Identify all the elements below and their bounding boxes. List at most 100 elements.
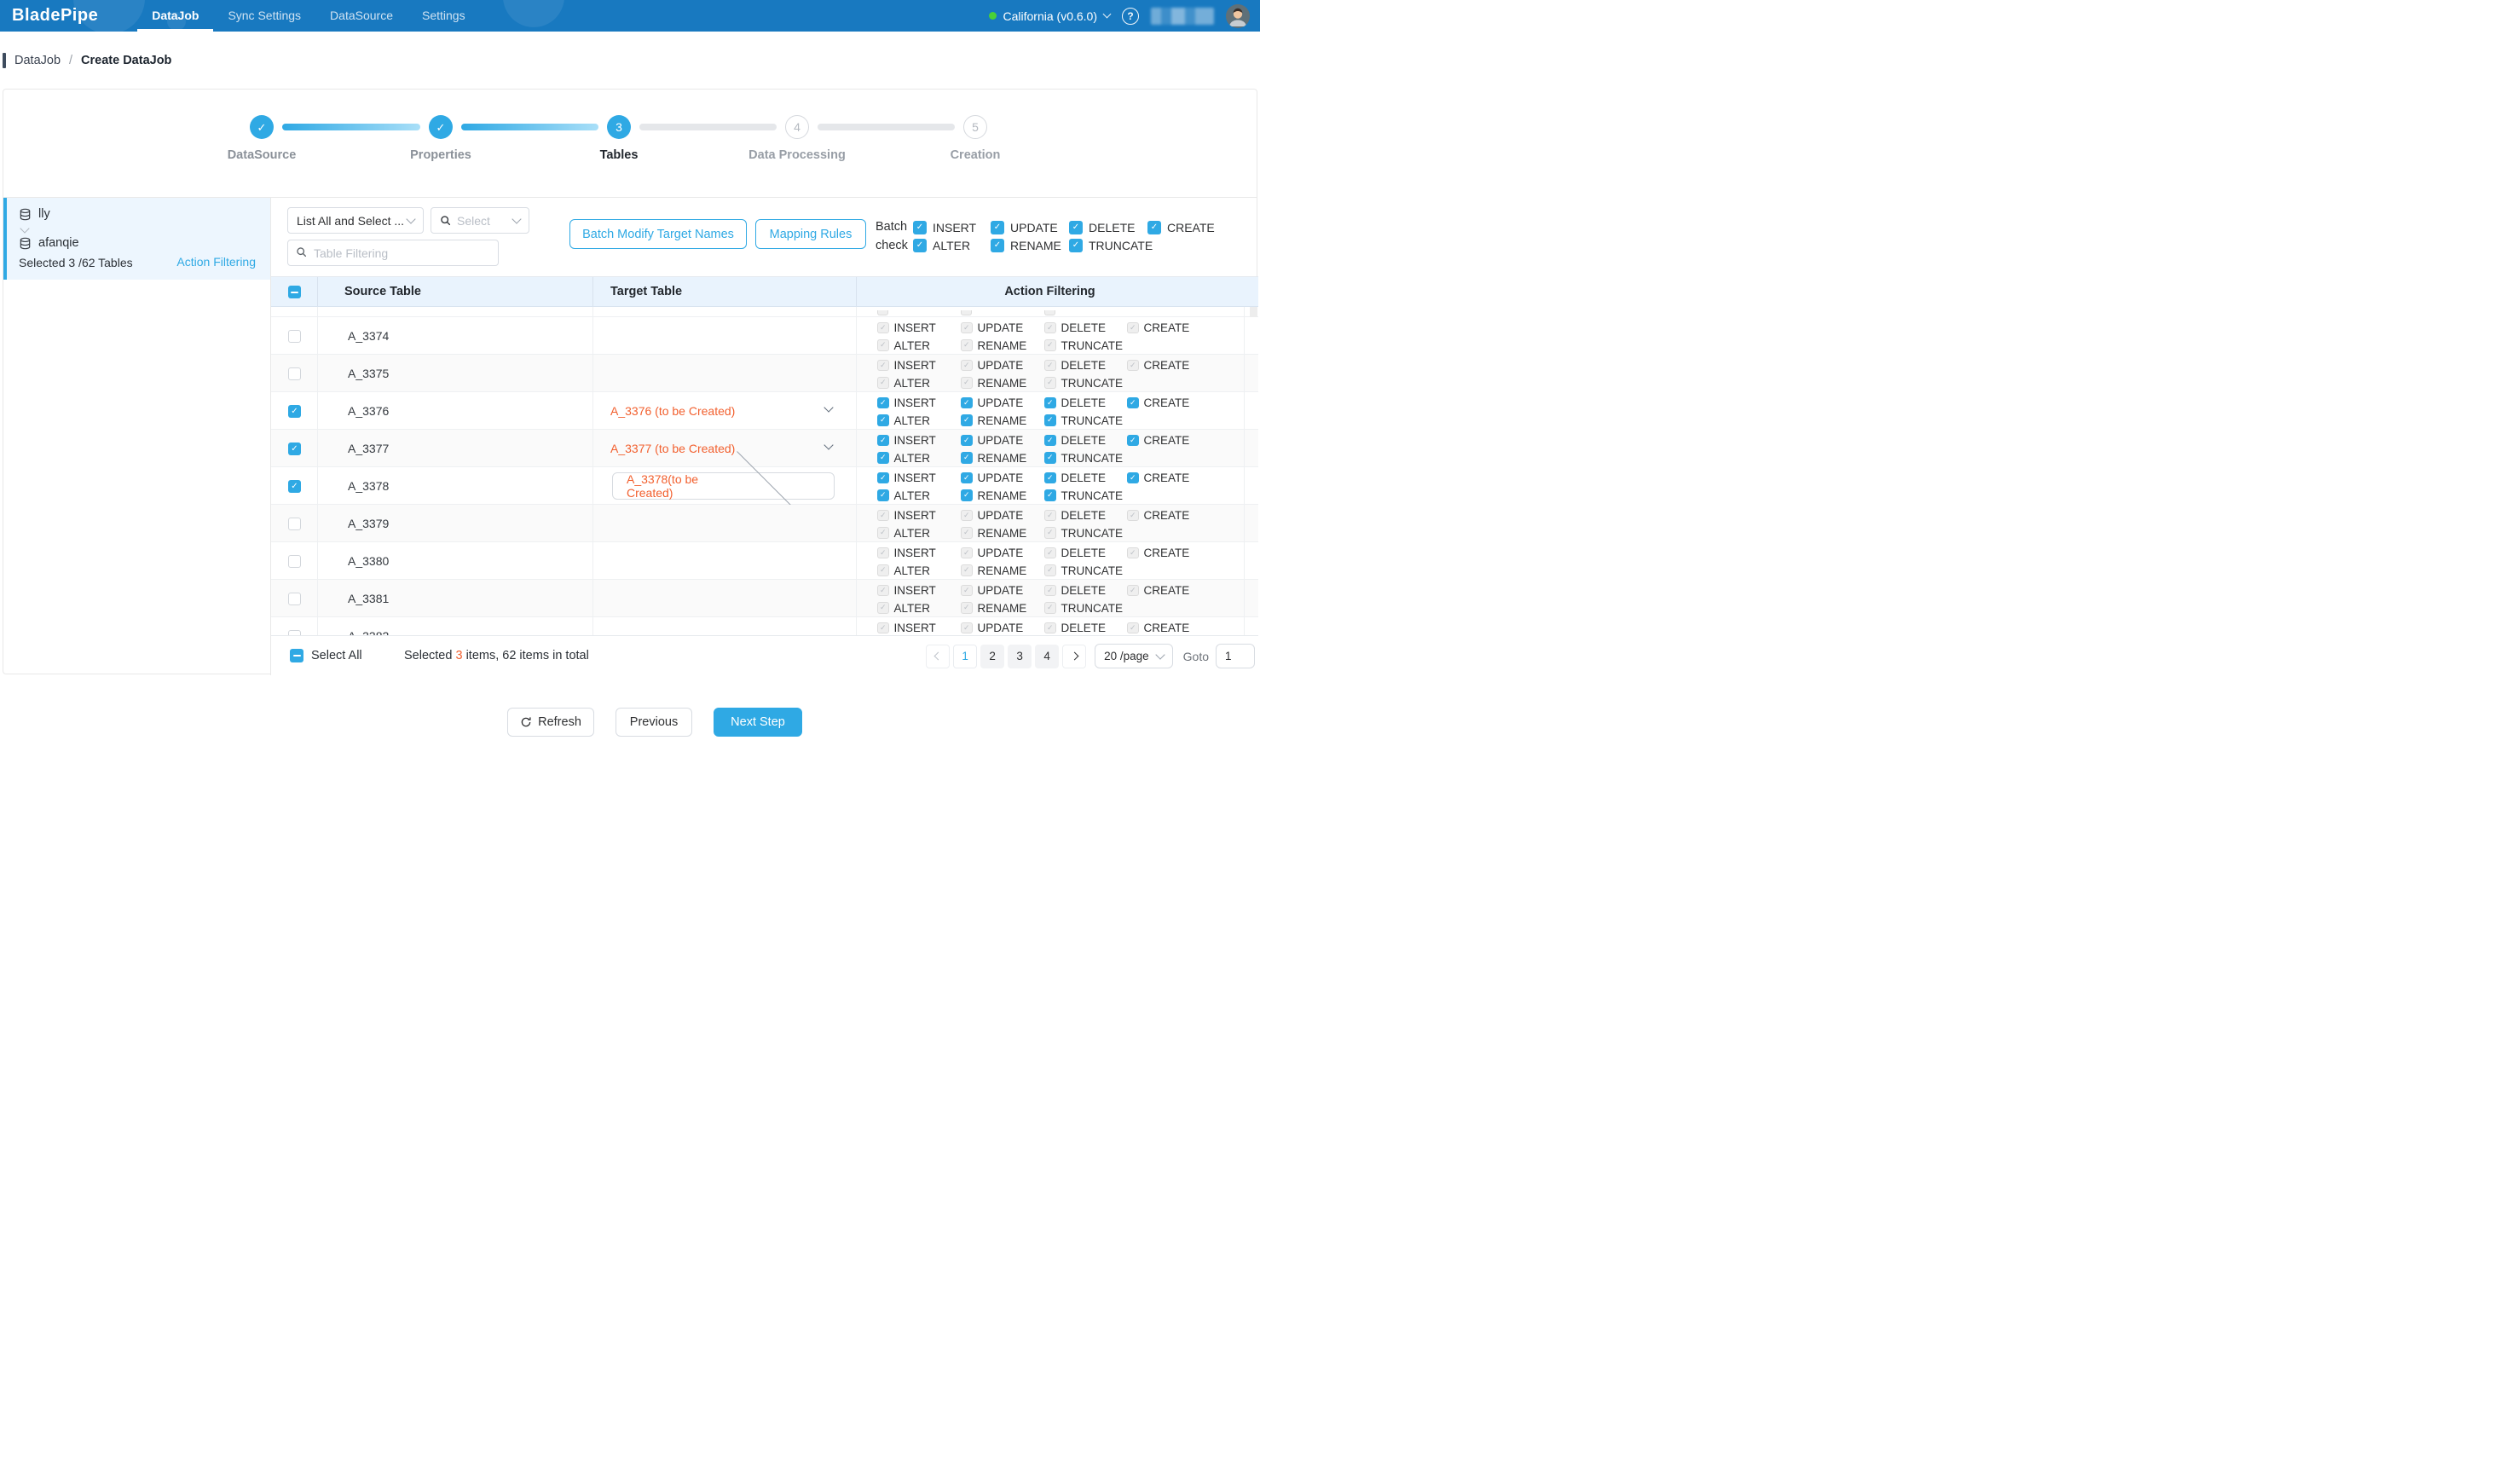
row-action-insert: INSERT xyxy=(877,471,936,484)
nav-tab-sync-settings[interactable]: Sync Settings xyxy=(213,0,315,32)
row-action-label: RENAME xyxy=(978,452,1027,465)
row-action-checkbox-create xyxy=(1127,322,1139,334)
row-select-checkbox[interactable] xyxy=(288,480,301,493)
goto-page-input[interactable] xyxy=(1216,644,1255,668)
row-action-create: CREATE xyxy=(1127,547,1189,559)
row-action-update: UPDATE xyxy=(961,509,1023,522)
next-step-button[interactable]: Next Step xyxy=(714,708,802,737)
breadcrumb-section[interactable]: DataJob xyxy=(14,54,61,67)
column-divider xyxy=(317,307,318,635)
row-action-alter: ALTER xyxy=(877,377,930,390)
source-table-name: A_3374 xyxy=(348,317,389,355)
select-all-header-checkbox[interactable] xyxy=(288,286,301,298)
row-select-checkbox[interactable] xyxy=(288,367,301,380)
row-action-truncate: TRUNCATE xyxy=(1044,414,1123,427)
row-select-checkbox[interactable] xyxy=(288,518,301,530)
batch-check-checkbox-alter[interactable] xyxy=(913,239,927,252)
mapping-rules-button[interactable]: Mapping Rules xyxy=(755,219,866,249)
row-action-checkbox-delete[interactable] xyxy=(1044,435,1056,447)
row-action-checkbox-create[interactable] xyxy=(1127,472,1139,484)
column-select[interactable]: Select xyxy=(431,207,529,234)
row-action-checkbox-rename[interactable] xyxy=(961,452,973,464)
batch-check-checkbox-truncate[interactable] xyxy=(1069,239,1083,252)
row-action-label: RENAME xyxy=(978,602,1027,615)
row-action-checkbox-rename[interactable] xyxy=(961,489,973,501)
page-size-select[interactable]: 20 /page xyxy=(1095,644,1173,668)
table-row-partial xyxy=(271,307,1258,317)
refresh-button[interactable]: Refresh xyxy=(507,708,594,737)
table-row: A_3374INSERTUPDATEDELETECREATEALTERRENAM… xyxy=(271,317,1258,355)
row-action-checkbox-delete[interactable] xyxy=(1044,472,1056,484)
batch-check-action-label: CREATE xyxy=(1167,221,1215,234)
row-action-label: DELETE xyxy=(1061,584,1107,597)
row-action-label: TRUNCATE xyxy=(1061,377,1124,390)
row-action-checkbox-alter[interactable] xyxy=(877,414,889,426)
row-action-label: UPDATE xyxy=(978,359,1024,372)
row-action-label: TRUNCATE xyxy=(1061,602,1124,615)
list-mode-select[interactable]: List All and Select ... xyxy=(287,207,424,234)
region-selector[interactable]: California (v0.6.0) xyxy=(989,9,1111,23)
row-action-insert: INSERT xyxy=(877,622,936,634)
row-action-checkbox-truncate[interactable] xyxy=(1044,452,1056,464)
avatar[interactable] xyxy=(1226,4,1250,28)
batch-check-checkbox-update[interactable] xyxy=(991,221,1004,234)
help-icon[interactable]: ? xyxy=(1122,8,1139,25)
row-action-checkbox-update[interactable] xyxy=(961,435,973,447)
row-action-checkbox-delete xyxy=(1044,585,1056,597)
row-action-checkbox-alter xyxy=(877,339,889,351)
row-action-checkbox-truncate[interactable] xyxy=(1044,489,1056,501)
sidebar-item-datasource-pair[interactable]: lly afanqie Selected 3 /62 Tables Action… xyxy=(3,198,270,280)
row-action-checkbox-insert[interactable] xyxy=(877,472,889,484)
row-action-checkbox-delete xyxy=(1044,360,1056,372)
batch-check-checkbox-create[interactable] xyxy=(1147,221,1161,234)
row-action-checkbox-create xyxy=(1127,585,1139,597)
row-select-checkbox[interactable] xyxy=(288,330,301,343)
batch-check-checkbox-insert[interactable] xyxy=(913,221,927,234)
row-action-checkbox-insert[interactable] xyxy=(877,397,889,409)
chevron-down-icon[interactable] xyxy=(824,402,833,412)
pagination-page-4[interactable]: 4 xyxy=(1035,645,1059,668)
row-action-checkbox-create[interactable] xyxy=(1127,435,1139,447)
batch-check-item-truncate: TRUNCATE xyxy=(1069,239,1153,252)
row-select-checkbox[interactable] xyxy=(288,405,301,418)
target-table-select[interactable]: A_3378(to be Created) xyxy=(612,472,835,500)
pagination-page-3[interactable]: 3 xyxy=(1008,645,1032,668)
batch-check-checkbox-delete[interactable] xyxy=(1069,221,1083,234)
row-select-checkbox[interactable] xyxy=(288,442,301,455)
pagination-page-2[interactable]: 2 xyxy=(980,645,1004,668)
row-action-checkbox-alter[interactable] xyxy=(877,452,889,464)
row-action-checkbox-insert[interactable] xyxy=(877,435,889,447)
nav-tab-settings[interactable]: Settings xyxy=(407,0,480,32)
row-action-delete: DELETE xyxy=(1044,359,1106,372)
row-action-create: CREATE xyxy=(1127,509,1189,522)
stepper-step-label: DataSource xyxy=(202,148,321,162)
row-action-checkbox-truncate[interactable] xyxy=(1044,414,1056,426)
app-logo[interactable]: BladePipe xyxy=(12,6,98,26)
row-select-checkbox[interactable] xyxy=(288,593,301,605)
row-action-checkbox-create[interactable] xyxy=(1127,397,1139,409)
row-action-label: DELETE xyxy=(1061,434,1107,447)
batch-modify-target-names-button[interactable]: Batch Modify Target Names xyxy=(569,219,747,249)
row-action-checkbox-update[interactable] xyxy=(961,472,973,484)
pagination-next-button[interactable] xyxy=(1062,645,1086,668)
pagination-prev-button[interactable] xyxy=(926,645,950,668)
stepper-step-label: Properties xyxy=(381,148,500,162)
row-action-insert: INSERT xyxy=(877,434,936,447)
table-toolbar: List All and Select ... Select Batch Mod… xyxy=(271,198,1258,276)
select-all-checkbox[interactable] xyxy=(290,649,303,662)
table-filter-input[interactable] xyxy=(287,240,499,266)
row-action-checkbox-alter[interactable] xyxy=(877,489,889,501)
action-filtering-link[interactable]: Action Filtering xyxy=(176,255,256,269)
row-action-checkbox-rename[interactable] xyxy=(961,414,973,426)
chevron-down-icon[interactable] xyxy=(824,440,833,449)
pagination-page-1[interactable]: 1 xyxy=(953,645,977,668)
row-select-checkbox[interactable] xyxy=(288,555,301,568)
row-action-update: UPDATE xyxy=(961,622,1023,634)
row-action-label: CREATE xyxy=(1144,471,1190,484)
nav-tab-datasource[interactable]: DataSource xyxy=(315,0,407,32)
row-action-checkbox-update[interactable] xyxy=(961,397,973,409)
batch-check-checkbox-rename[interactable] xyxy=(991,239,1004,252)
nav-tab-datajob[interactable]: DataJob xyxy=(137,0,213,32)
row-action-checkbox-delete[interactable] xyxy=(1044,397,1056,409)
previous-button[interactable]: Previous xyxy=(616,708,692,737)
